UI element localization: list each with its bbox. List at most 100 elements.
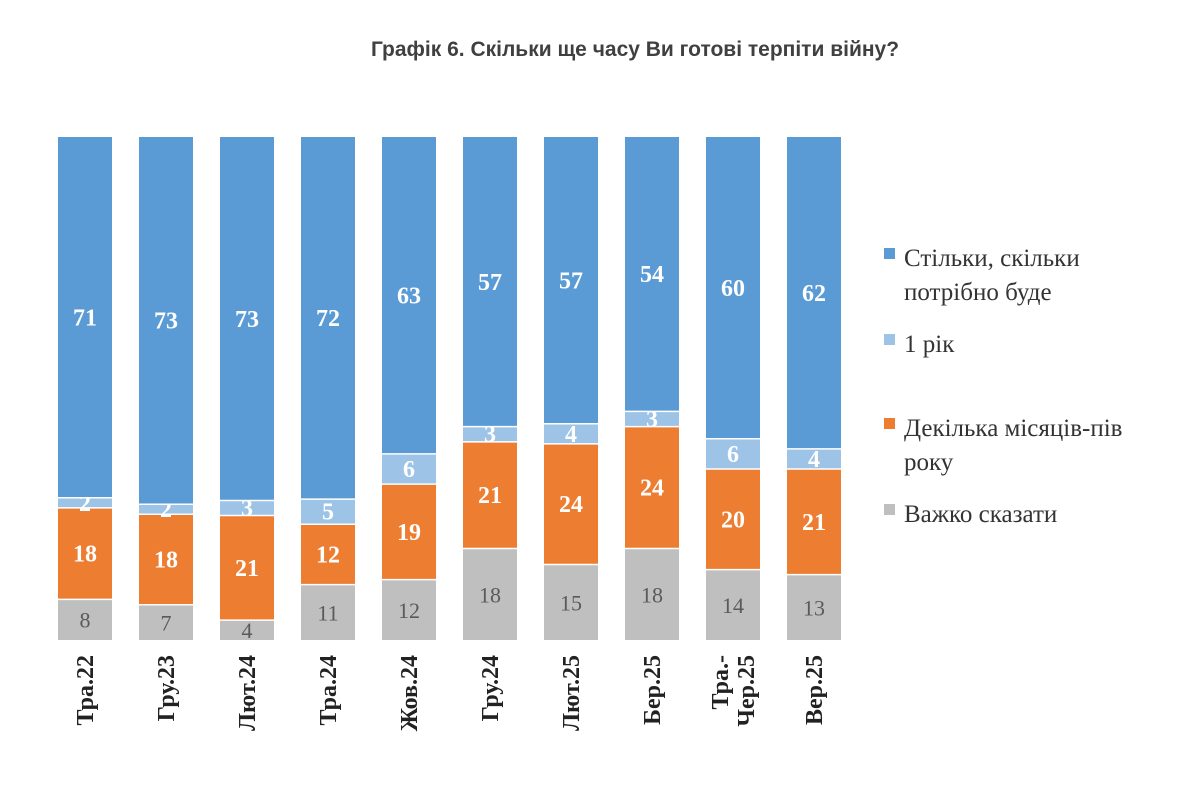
bar-group: 15 24 4 57 — [544, 137, 598, 640]
data-label: 3 — [646, 407, 658, 433]
data-label: 72 — [316, 306, 340, 332]
bar-segment — [787, 448, 841, 469]
data-label: 6 — [403, 457, 415, 483]
x-tick-text: Лют.24 — [235, 655, 261, 731]
legend-label: Декілька місяців-пів — [904, 415, 1122, 442]
x-tick-text: Тра.24 — [316, 655, 342, 725]
data-label: 3 — [241, 496, 253, 522]
data-label: 54 — [640, 262, 664, 288]
legend-label: потрібно буде — [904, 279, 1052, 306]
chart-title: Графік 6. Скільки ще часу Ви готові терп… — [370, 38, 900, 61]
data-label: 11 — [317, 600, 338, 625]
bar-segment — [544, 564, 598, 640]
x-tick-text: Гру.23 — [154, 655, 180, 721]
data-label: 18 — [73, 542, 97, 568]
bar-segment — [301, 137, 355, 500]
bar-segment — [220, 620, 274, 640]
data-label: 60 — [721, 276, 745, 302]
bar-segment — [139, 504, 193, 515]
bar-segment — [139, 137, 193, 505]
data-label: 12 — [398, 598, 420, 623]
bar-segment — [58, 599, 112, 640]
x-tick-label: Гру.24 — [478, 655, 504, 721]
legend-item: Важко сказати — [884, 501, 1057, 528]
bar-segment — [625, 137, 679, 412]
x-tick-text: Тра.- — [708, 655, 734, 709]
data-label: 3 — [484, 422, 496, 448]
x-tick-label: Жов.24 — [397, 655, 423, 731]
data-label: 4 — [808, 447, 820, 473]
bar-segment — [301, 499, 355, 525]
data-label: 63 — [397, 283, 421, 309]
data-label: 57 — [559, 268, 583, 294]
bar-segment — [463, 137, 517, 427]
data-label: 12 — [316, 542, 340, 568]
bar-segment — [706, 137, 760, 439]
data-label: 24 — [559, 492, 583, 518]
legend-item: Декілька місяців-пів року — [884, 415, 1122, 476]
x-tick-text: Тра.22 — [73, 655, 99, 725]
bar-segment — [139, 514, 193, 605]
x-tick-label: Тра.- Чер.25 — [708, 655, 760, 727]
bar-segment — [58, 137, 112, 498]
data-label: 6 — [727, 442, 739, 468]
bar-segment — [787, 137, 841, 449]
legend-item: Стільки, скільки потрібно буде — [884, 245, 1080, 306]
legend-swatch — [884, 504, 895, 515]
data-label: 21 — [802, 510, 826, 536]
data-label: 21 — [478, 483, 502, 509]
bar-segment — [220, 137, 274, 501]
x-tick-label: Лют.24 — [235, 655, 261, 731]
x-tick-text: Жов.24 — [397, 655, 423, 731]
data-label: 18 — [479, 582, 501, 607]
data-label: 5 — [322, 500, 334, 526]
x-tick-label: Тра.24 — [316, 655, 342, 725]
bar-segment — [58, 497, 112, 508]
data-label: 8 — [80, 608, 91, 633]
data-label: 4 — [242, 618, 253, 643]
data-label: 57 — [478, 270, 502, 296]
bar-group: 11 12 5 72 — [301, 137, 355, 640]
bar-segment — [625, 426, 679, 549]
legend-item: 1 рік — [884, 331, 955, 358]
data-label: 18 — [641, 582, 663, 607]
x-tick-text: Вер.25 — [802, 655, 828, 725]
data-label: 7 — [161, 610, 172, 635]
bar-group: 13 21 4 62 — [787, 137, 841, 640]
data-label: 73 — [154, 309, 178, 335]
x-tick-text: Гру.24 — [478, 655, 504, 721]
bar-segment — [382, 579, 436, 640]
bar-segment — [625, 411, 679, 427]
bar-segment — [463, 441, 517, 549]
legend-label: Стільки, скільки — [904, 245, 1080, 272]
data-label: 15 — [560, 590, 582, 615]
bar-segment — [382, 484, 436, 580]
bar-group: 14 20 6 60 — [706, 137, 760, 640]
legend-swatch — [884, 418, 895, 429]
x-tick-label: Вер.25 — [802, 655, 828, 725]
bar-segment — [463, 548, 517, 640]
bar-segment — [706, 569, 760, 640]
bar-segment — [58, 507, 112, 600]
data-label: 73 — [235, 307, 259, 333]
bar-segment — [787, 468, 841, 575]
bar-segment — [463, 426, 517, 442]
x-tick-text: Бер.25 — [640, 655, 666, 725]
bar-segment — [706, 468, 760, 570]
data-label: 71 — [73, 305, 97, 331]
bar-segment — [220, 500, 274, 516]
legend-swatch — [884, 334, 895, 345]
data-label: 21 — [235, 556, 259, 582]
data-label: 20 — [721, 507, 745, 533]
x-tick-label: Бер.25 — [640, 655, 666, 725]
data-label: 24 — [640, 476, 664, 502]
bar-segment — [301, 524, 355, 585]
bar-segment — [382, 453, 436, 485]
bar-segment — [706, 438, 760, 469]
data-label: 4 — [565, 422, 577, 448]
legend-label: Важко сказати — [904, 501, 1057, 528]
x-tick-label: Гру.23 — [154, 655, 180, 721]
x-tick-label: Лют.25 — [559, 655, 585, 731]
